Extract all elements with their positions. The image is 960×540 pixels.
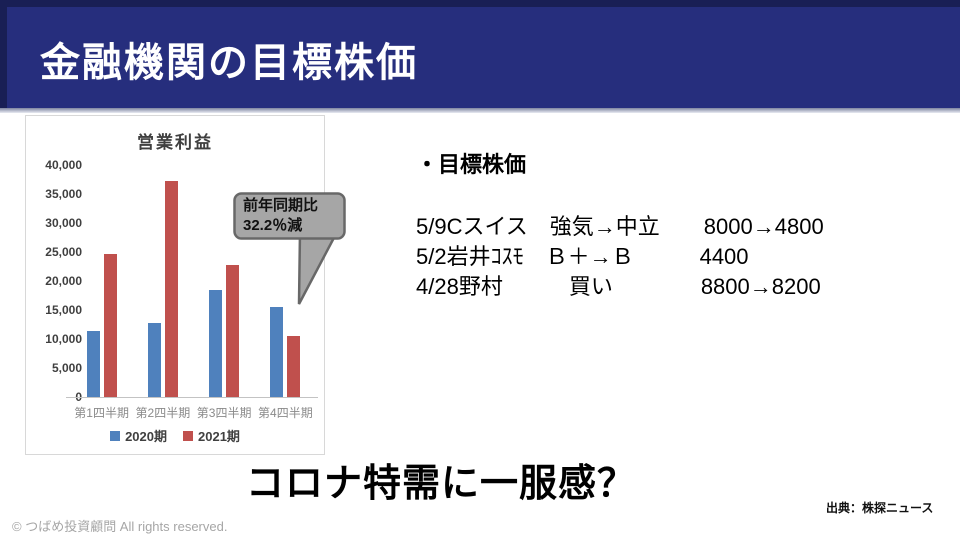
bar-2021期-第1四半期 <box>103 254 117 397</box>
bar-2021期-第2四半期 <box>164 181 178 397</box>
x-tick-label: 第4四半期 <box>258 406 313 420</box>
slide-message: コロナ特需に一服感？ <box>246 463 637 505</box>
legend-item-2021期: 2021期 <box>183 426 240 445</box>
callout-line2: 32.2％減 <box>243 217 303 234</box>
y-tick-label: 25,000 <box>45 245 82 259</box>
target-price-list: 5/9Cスイス 強気→中立 8000→4800 5/2岩井ｺｽﾓ Ｂ＋→Ｂ 44… <box>416 212 824 302</box>
bar-group-第4四半期 <box>270 165 301 397</box>
y-tick-label: 20,000 <box>45 274 82 288</box>
x-tick-label: 第3四半期 <box>196 406 252 420</box>
target-price-line: 4/28野村 買い 8800→8200 <box>416 274 821 299</box>
bar-group-第2四半期 <box>147 165 178 397</box>
x-tick-label: 第2四半期 <box>135 406 191 420</box>
chart-panel: 営業利益 40,000 35,000 30,000 25,000 20,000 15,00… <box>25 115 325 455</box>
bar-2021期-第3四半期 <box>226 265 240 397</box>
callout-bubble <box>233 192 346 305</box>
slide-header: 金融機関の目標株価 <box>0 0 960 108</box>
legend-swatch <box>110 430 121 441</box>
bar-group-第3四半期 <box>209 165 240 397</box>
bar-2020期-第3四半期 <box>209 290 223 397</box>
legend-label: 2020期 <box>125 429 167 444</box>
y-tick-label: 30,000 <box>45 216 82 230</box>
bar-2020期-第1四半期 <box>86 331 100 397</box>
callout-text: 前年同期比 32.2％減 <box>243 196 353 236</box>
y-tick-label: 40,000 <box>45 158 82 172</box>
source-credit: 出典：株探ニュース <box>826 501 934 515</box>
header-divider <box>0 108 960 113</box>
legend-label: 2021期 <box>198 429 240 444</box>
chart-legend: 2020期 2021期 <box>26 426 324 445</box>
target-price-line: 5/2岩井ｺｽﾓ Ｂ＋→Ｂ 4400 <box>416 244 749 269</box>
bars-area <box>71 165 316 397</box>
y-tick-label: 10,000 <box>45 332 82 346</box>
y-tick-label: 5,000 <box>51 361 82 375</box>
y-tick-label: 35,000 <box>45 187 82 201</box>
legend-item-2020期: 2020期 <box>110 426 167 445</box>
bar-group-第1四半期 <box>86 165 117 397</box>
bar-2020期-第2四半期 <box>147 323 161 397</box>
copyright-notice: © つばめ投資顧問 All rights reserved. <box>12 519 228 534</box>
chart-title: 営業利益 <box>137 133 213 152</box>
bar-2020期-第4四半期 <box>270 307 284 397</box>
target-price-heading: ・目標株価 <box>416 152 527 177</box>
x-tick-label: 第1四半期 <box>74 406 129 420</box>
y-tick-label: 15,000 <box>45 303 82 317</box>
callout-line1: 前年同期比 <box>243 197 319 214</box>
bar-2021期-第4四半期 <box>287 336 301 397</box>
x-axis-line <box>66 397 318 398</box>
legend-swatch <box>183 430 193 441</box>
page-title: 金融機関の目標株価 <box>40 41 418 85</box>
target-price-line: 5/9Cスイス 強気→中立 8000→4800 <box>416 214 824 239</box>
x-axis-labels: 第1四半期 第2四半期 第3四半期 第4四半期 <box>71 404 316 421</box>
